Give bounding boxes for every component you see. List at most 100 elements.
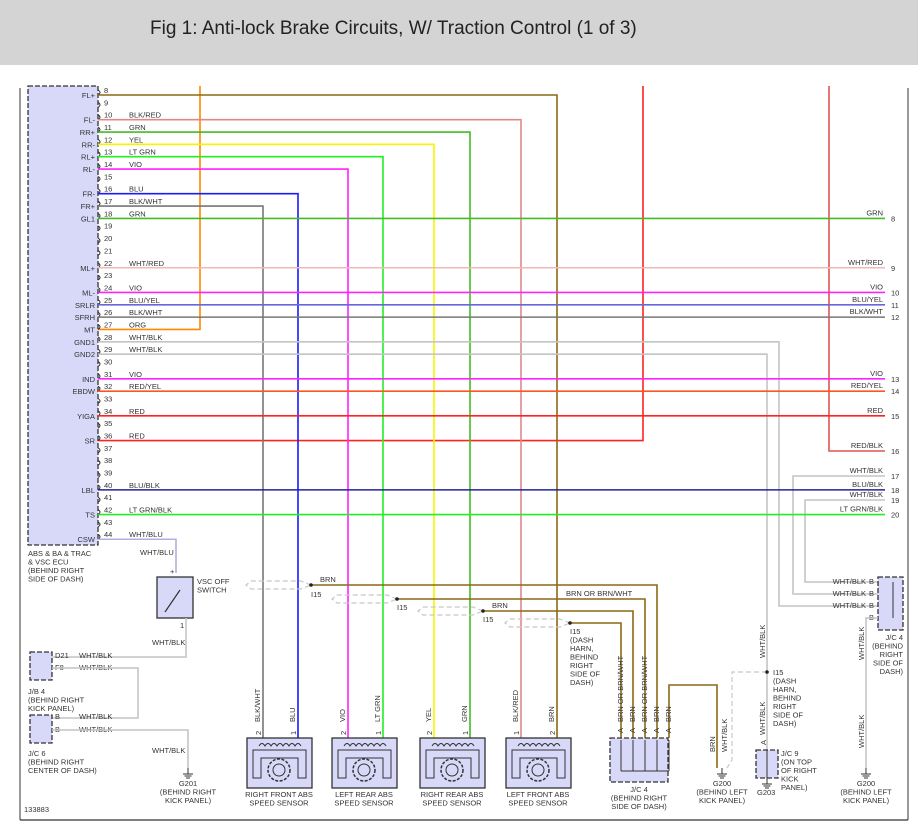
- pin-label: GND1: [74, 338, 95, 347]
- pin-number: 22: [104, 259, 112, 268]
- pin-number: D21: [55, 651, 69, 660]
- splice-name: I15: [311, 590, 321, 599]
- shield-line: [726, 671, 767, 769]
- pin-label: GND2: [74, 350, 95, 359]
- tone-ring-center: [445, 763, 459, 777]
- wire-label: LT GRN/BLK: [129, 506, 172, 515]
- pin-number: 12: [104, 135, 112, 144]
- pin-socket-icon: [97, 175, 101, 182]
- coil-winding-icon: [517, 743, 561, 747]
- wire-label: BLK/WHT: [129, 197, 163, 206]
- wire-label: WHT/BLK: [857, 715, 866, 748]
- pin-number: 21: [104, 246, 112, 255]
- endpoint-number: 13: [891, 375, 899, 384]
- sensor-name: SPEED SENSOR: [422, 799, 482, 808]
- wire-label: LT GRN: [129, 148, 156, 157]
- coil-winding-icon: [343, 743, 387, 747]
- pin-label: SFRH: [75, 313, 95, 322]
- wire-vsc-gnd: [52, 618, 187, 658]
- pin-number: 11: [104, 123, 112, 132]
- g201-name: KICK PANEL): [165, 796, 212, 805]
- wire-org-mt: [98, 86, 201, 331]
- jb4-name: (BEHIND RIGHT: [28, 696, 85, 705]
- pin-number: 36: [104, 432, 112, 441]
- wire-label: BRN: [664, 706, 673, 722]
- jc9-name: J/C 9: [781, 749, 799, 758]
- endpoint-number: 19: [891, 496, 899, 505]
- jc9-name: (ON TOP: [781, 758, 812, 767]
- shield-icon: [331, 594, 398, 604]
- pin-socket-icon: [97, 435, 101, 441]
- wire-label: ORG: [129, 320, 146, 329]
- wire-label: BLK/WHT: [129, 308, 163, 317]
- jc4-right-connector: [877, 576, 904, 631]
- pin-number: 44: [104, 530, 112, 539]
- wire-label: BRN: [492, 601, 508, 610]
- pin-label: SR: [85, 437, 96, 446]
- pin-label: IND: [82, 375, 96, 384]
- g200-right-name: (BEHIND LEFT: [840, 788, 892, 797]
- pin-number: 28: [104, 333, 112, 342]
- sensor-coil-icon: [337, 749, 392, 779]
- sensor-name: SPEED SENSOR: [249, 799, 309, 808]
- pin-number: A: [652, 728, 661, 733]
- jc6-connector: [29, 714, 53, 744]
- endpoint-wire-label: WHT/BLK: [850, 466, 883, 475]
- wire-brn-fl-plus: [98, 94, 558, 738]
- pin-label: FL-: [84, 116, 96, 125]
- endpoint-number: 10: [891, 288, 899, 297]
- wire-label: BLU/BLK: [129, 481, 160, 490]
- ecu-name: (BEHIND RIGHT: [28, 566, 85, 575]
- wire-label: GRN: [129, 209, 146, 218]
- wire-label: BLK/RED: [129, 111, 162, 120]
- splice-dot: [568, 621, 572, 625]
- wire-FL-: [98, 118, 522, 738]
- jc9-name: KICK: [781, 775, 799, 784]
- abs-speed-sensor: [331, 737, 398, 789]
- pin-number: 14: [104, 160, 112, 169]
- wire-label: VIO: [129, 283, 142, 292]
- wire-label: BLK/RED: [511, 689, 520, 722]
- endpoint-number: 15: [891, 412, 899, 421]
- pin-number: 8: [104, 86, 108, 95]
- pin-number: 9: [104, 98, 108, 107]
- abs-speed-sensor: [246, 737, 313, 789]
- splice-name: I15: [397, 603, 407, 612]
- endpoint-wire-label: WHT/BLK: [850, 490, 883, 499]
- ground-icon: [183, 768, 193, 779]
- i15-right-name: I15: [773, 668, 783, 677]
- pin-label: LBL: [82, 486, 95, 495]
- pin-socket-icon: [97, 398, 101, 404]
- ground-icon: [762, 778, 772, 789]
- wire-brn-splice: [570, 622, 622, 738]
- endpoint-number: 20: [891, 511, 899, 520]
- splice-dot: [481, 609, 485, 613]
- i15-right-name: BEHIND: [773, 694, 802, 703]
- tone-ring-icon: [440, 758, 464, 782]
- pin-number: 40: [104, 481, 112, 490]
- pin-number: 13: [104, 148, 112, 157]
- endpoint-wire-label: RED/BLK: [851, 441, 883, 450]
- pin-label: FL+: [82, 91, 96, 100]
- wire-label: WHT/BLK: [129, 345, 162, 354]
- shield-icon: [417, 606, 484, 616]
- g200-left-name: G200: [713, 779, 731, 788]
- wire-label: WHT/BLK: [758, 702, 767, 735]
- coil-winding-icon: [431, 743, 475, 747]
- pin-number: 19: [104, 222, 112, 231]
- pin-socket-icon: [97, 225, 101, 232]
- wire-FR-: [98, 192, 299, 738]
- tone-ring-center: [531, 763, 545, 777]
- sensor-coil-icon: [252, 749, 307, 779]
- wire-label: VIO: [129, 370, 142, 379]
- pin-number: 41: [104, 493, 112, 502]
- wire-label: WHT/BLK: [833, 601, 866, 610]
- pin-number: 18: [104, 209, 112, 218]
- ecu-name: & VSC ECU: [28, 558, 68, 567]
- pin-number: 1: [512, 731, 521, 735]
- wire-label: WHT/BLK: [79, 651, 112, 660]
- endpoint-wire-label: VIO: [870, 282, 883, 291]
- endpoint-number: 8: [891, 214, 895, 223]
- pin-label: GL1: [81, 214, 95, 223]
- splice-name: HARN,: [570, 644, 593, 653]
